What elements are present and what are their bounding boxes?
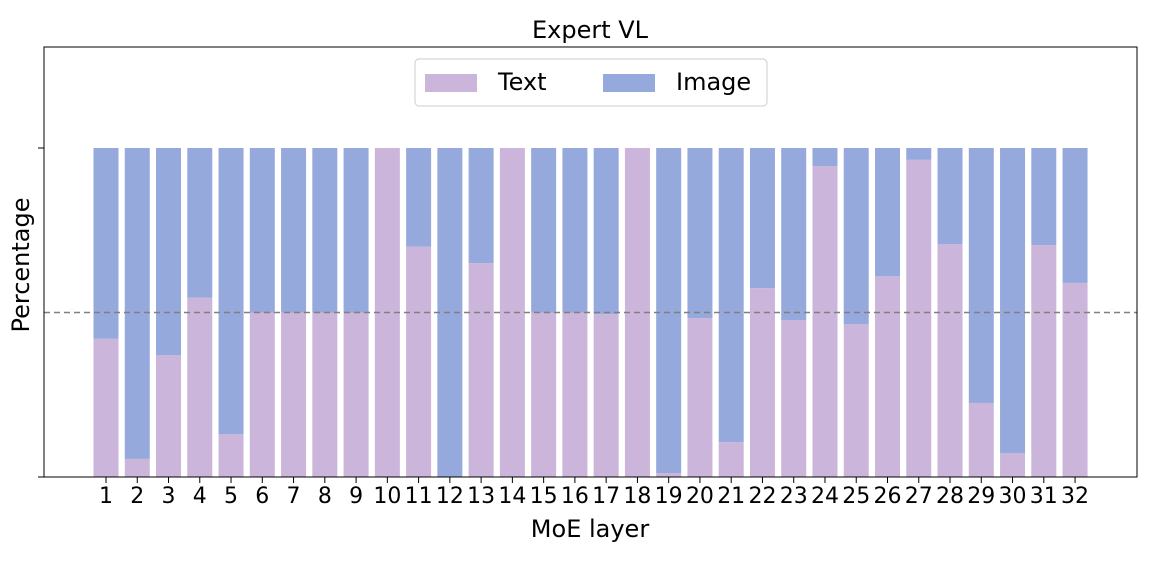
bar-segment <box>156 148 182 356</box>
bar-segment <box>656 473 682 477</box>
x-tick-label: 1 <box>99 484 113 509</box>
x-tick-label: 24 <box>811 484 839 509</box>
bar-segment <box>312 312 338 477</box>
bar-segment <box>187 297 213 477</box>
bar-segment <box>812 148 838 167</box>
bar-segment <box>906 159 932 478</box>
x-tick-label: 20 <box>686 484 714 509</box>
x-tick-label: 10 <box>373 484 401 509</box>
x-tick-label: 32 <box>1061 484 1089 509</box>
x-tick-label: 18 <box>623 484 651 509</box>
bar-segment <box>1062 282 1088 477</box>
legend-box <box>414 58 768 107</box>
bar-segment <box>968 148 994 403</box>
x-tick-label: 26 <box>874 484 902 509</box>
bar-segment <box>468 263 494 477</box>
bar-segment <box>406 148 432 247</box>
bar-segment <box>687 148 713 319</box>
x-tick-label: 8 <box>318 484 332 509</box>
x-tick-label: 15 <box>530 484 558 509</box>
bar-segment <box>562 148 588 313</box>
bar-segment <box>781 148 807 321</box>
bar-segment <box>749 288 775 477</box>
plot-frame <box>43 46 1138 478</box>
bar-segment <box>875 276 900 477</box>
bar-segment <box>718 148 744 443</box>
bar-segment <box>906 148 932 160</box>
x-tick-label: 22 <box>748 484 776 509</box>
bar-segment <box>843 148 869 325</box>
chart-title: Expert VL <box>532 16 649 44</box>
bar-segment <box>312 148 338 313</box>
x-tick-label: 14 <box>498 484 526 509</box>
bar-segment <box>718 442 744 477</box>
bar-segment <box>749 148 775 289</box>
bar-segment <box>281 312 307 477</box>
x-tick-label: 6 <box>255 484 269 509</box>
x-tick-label: 5 <box>224 484 238 509</box>
bar-segment <box>781 320 807 477</box>
bar-segment <box>937 148 963 245</box>
bar-segment <box>875 148 900 277</box>
x-axis-label: MoE layer <box>531 515 650 543</box>
bar-segment <box>531 148 557 313</box>
x-tick-label: 4 <box>193 484 207 509</box>
legend-swatch <box>603 74 655 92</box>
x-tick-label: 9 <box>349 484 363 509</box>
bar-segment <box>218 434 244 477</box>
x-tick-label: 25 <box>842 484 870 509</box>
x-tick-label: 3 <box>162 484 176 509</box>
x-tick-label: 11 <box>405 484 433 509</box>
bar-segment <box>656 148 682 474</box>
bar-segment <box>843 324 869 477</box>
x-tick-label: 31 <box>1030 484 1058 509</box>
x-tick-label: 7 <box>287 484 301 509</box>
bar-segment <box>93 338 119 477</box>
bar-segment <box>499 148 525 477</box>
x-tick-label: 27 <box>905 484 933 509</box>
y-axis-label: Percentage <box>7 197 35 332</box>
x-tick-label: 21 <box>717 484 745 509</box>
bar-segment <box>249 148 275 313</box>
bar-segment <box>1062 148 1088 283</box>
bar-segment <box>937 244 963 477</box>
bar-segment <box>249 312 275 477</box>
x-tick-label: 30 <box>999 484 1027 509</box>
bar-segment <box>562 312 588 477</box>
bar-segment <box>1000 148 1026 453</box>
bar-segment <box>156 355 182 477</box>
x-tick-label: 19 <box>655 484 683 509</box>
x-tick-label: 29 <box>967 484 995 509</box>
x-tick-label: 2 <box>130 484 144 509</box>
x-tick-label: 12 <box>436 484 464 509</box>
bar-segment <box>124 458 150 477</box>
bar-segment <box>343 148 369 313</box>
bar-segment <box>187 148 213 298</box>
legend-swatch <box>425 74 477 92</box>
x-tick-label: 17 <box>592 484 620 509</box>
bar-segment <box>124 148 150 459</box>
x-tick-label: 28 <box>936 484 964 509</box>
bar-segment <box>406 246 432 477</box>
bar-segment <box>593 314 619 477</box>
x-tick-label: 23 <box>780 484 808 509</box>
bar-segment <box>1031 148 1057 246</box>
bar-segment <box>343 312 369 477</box>
bar-segment <box>218 148 244 435</box>
x-tick-label: 16 <box>561 484 589 509</box>
bar-segment <box>468 148 494 264</box>
bar-segment <box>531 312 557 477</box>
bar-segment <box>968 402 994 477</box>
x-tick-label: 13 <box>467 484 495 509</box>
bar-segment <box>1031 245 1057 477</box>
bar-segment <box>687 318 713 477</box>
bar-segment <box>1000 452 1026 477</box>
bar-segment <box>93 148 119 339</box>
legend-label: Image <box>676 68 751 96</box>
legend-label: Text <box>497 68 547 96</box>
bar-segment <box>593 148 619 315</box>
bar-segment <box>281 148 307 313</box>
bar-segment <box>812 166 838 477</box>
